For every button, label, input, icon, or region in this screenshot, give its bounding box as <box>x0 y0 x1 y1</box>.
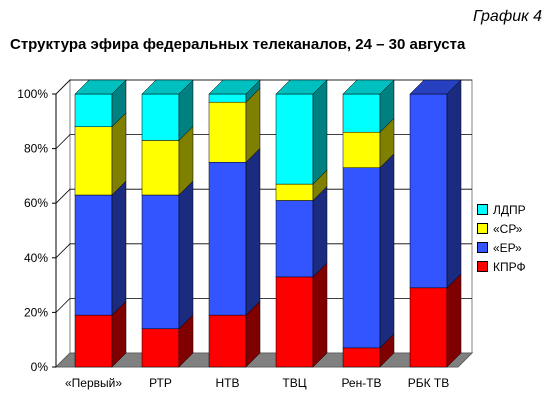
bar-segment <box>141 194 180 330</box>
bar-segment <box>141 328 180 368</box>
bar-segment <box>74 314 113 368</box>
legend-swatch <box>477 261 488 272</box>
x-category-label: РТР <box>149 376 172 390</box>
legend-label: «ЕР» <box>493 240 522 255</box>
legend-label: КПРФ <box>493 259 526 274</box>
bar-segment <box>275 276 314 368</box>
bar-segment <box>74 93 113 128</box>
bar-top <box>275 79 328 95</box>
bar-top <box>208 79 261 95</box>
bar-segment-side <box>446 273 462 368</box>
legend-swatch <box>477 242 488 253</box>
legend-label: «СР» <box>493 221 523 236</box>
bar-segment <box>409 287 448 368</box>
x-category-label: РБК ТВ <box>408 376 450 390</box>
bar-top <box>141 79 194 95</box>
y-tick-label: 60% <box>24 196 48 210</box>
plot-side-wall <box>55 78 71 369</box>
gridline <box>55 297 472 313</box>
bar-segment <box>141 140 180 196</box>
legend-item: «СР» <box>477 219 547 238</box>
bar-segment-side <box>178 180 194 330</box>
bar-segment <box>275 200 314 278</box>
bar-segment <box>342 131 381 168</box>
bar-segment-side <box>312 185 328 278</box>
bar-segment <box>342 167 381 349</box>
gridline <box>55 243 472 259</box>
y-tick-label: 20% <box>24 305 48 319</box>
gridline <box>55 134 472 149</box>
bar-segment <box>275 183 314 201</box>
legend-swatch <box>477 223 488 234</box>
bar-segment <box>208 93 247 103</box>
legend-label: ЛДПР <box>493 202 526 217</box>
bar-top <box>74 79 127 95</box>
bar-segment <box>342 347 381 368</box>
bar-segment <box>208 162 247 316</box>
bar-segment-side <box>245 147 261 316</box>
legend-swatch <box>477 204 488 215</box>
bar-segment <box>409 93 448 289</box>
chart-title: Структура эфира федеральных телеканалов,… <box>10 36 466 53</box>
bar-segment-side <box>111 180 127 316</box>
y-tick-label: 100% <box>17 87 48 101</box>
gridline <box>55 79 472 95</box>
x-category-label: «Первый» <box>65 376 122 390</box>
gridline <box>55 188 472 204</box>
bar-segment-side <box>111 112 127 196</box>
bar-segment <box>74 126 113 196</box>
y-tick-label: 0% <box>31 360 49 374</box>
bar-segment-side <box>312 262 328 368</box>
bar-top <box>342 79 395 95</box>
y-tick-label: 80% <box>24 142 48 156</box>
x-category-label: НТВ <box>216 376 240 390</box>
legend-item: КПРФ <box>477 257 547 276</box>
y-tick-label: 40% <box>24 251 48 265</box>
chart-legend: ЛДПР «СР» «ЕР» КПРФ <box>477 200 547 276</box>
figure-label: График 4 <box>473 8 542 25</box>
bar-segment <box>342 93 381 133</box>
bar-segment-side <box>312 79 328 185</box>
bar-segment <box>208 101 247 163</box>
bar-top <box>409 79 462 95</box>
x-category-label: Рен-ТВ <box>341 376 381 390</box>
bar-segment <box>208 314 247 368</box>
bar-segment-side <box>446 79 462 289</box>
x-category-label: ТВЦ <box>282 376 306 390</box>
bar-segment-side <box>379 153 395 349</box>
legend-item: «ЕР» <box>477 238 547 257</box>
bar-segment <box>275 93 314 185</box>
bar-segment <box>141 93 180 141</box>
legend-item: ЛДПР <box>477 200 547 219</box>
bar-segment <box>74 194 113 316</box>
